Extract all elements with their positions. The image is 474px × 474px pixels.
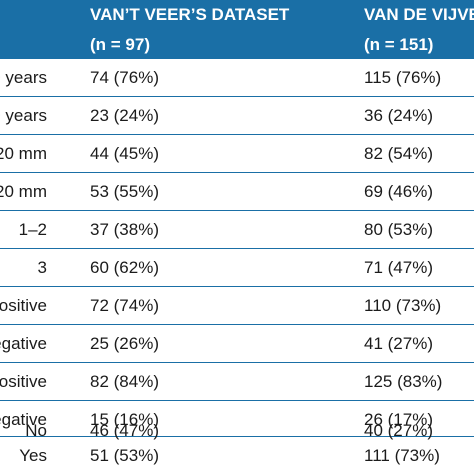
row-label: 3	[37, 258, 47, 277]
table-row: 3 60 (62%) 71 (47%)	[0, 249, 474, 286]
table-row: < 40 years 74 (76%) 115 (76%)	[0, 59, 474, 96]
van-de-vijver-value: 40 (27%)	[364, 421, 433, 440]
table-row: 1–2 37 (38%) 80 (53%)	[0, 211, 474, 248]
row-label: ER positive	[0, 296, 47, 315]
row-divider	[0, 248, 474, 249]
vant-veer-value: 60 (62%)	[90, 258, 159, 277]
table-header: VAN’T VEER’S DATASET (n = 97) VAN DE VIJ…	[0, 0, 474, 59]
van-de-vijver-value: 111 (73%)	[364, 446, 440, 465]
vant-veer-value: 82 (84%)	[90, 372, 159, 391]
table-row: ≥ 40 years 23 (24%) 36 (24%)	[0, 97, 474, 134]
row-divider	[0, 96, 474, 97]
row-divider	[0, 172, 474, 173]
table-row: ER negative 25 (26%) 41 (27%)	[0, 325, 474, 362]
row-label: < 40 years	[0, 68, 47, 87]
row-label: > 20 mm	[0, 182, 47, 201]
van-de-vijver-value: 110 (73%)	[364, 296, 442, 315]
row-divider	[0, 210, 474, 211]
van-de-vijver-value: 26 (17%)	[364, 410, 433, 429]
vant-veer-value: 44 (45%)	[90, 144, 159, 163]
header-vant-veer-count: (n = 97)	[90, 35, 150, 54]
van-de-vijver-value: 115 (76%)	[364, 68, 442, 87]
vant-veer-value: 23 (24%)	[90, 106, 159, 125]
header-vant-veer-title: VAN’T VEER’S DATASET	[90, 5, 290, 24]
row-label: Yes	[19, 446, 47, 465]
van-de-vijver-value: 69 (46%)	[364, 182, 433, 201]
row-label: ≥ 40 years	[0, 106, 47, 125]
van-de-vijver-value: 41 (27%)	[364, 334, 433, 353]
row-divider	[0, 286, 474, 287]
row-divider	[0, 362, 474, 363]
van-de-vijver-value: 80 (53%)	[364, 220, 433, 239]
row-divider	[0, 324, 474, 325]
vant-veer-value: 15 (16%)	[90, 410, 159, 429]
row-label: 1–2	[18, 220, 47, 239]
vant-veer-value: 74 (76%)	[90, 68, 159, 87]
row-divider	[0, 436, 474, 437]
table-row: ER positive 72 (74%) 110 (73%)	[0, 287, 474, 324]
table-row: PR positive 82 (84%) 125 (83%)	[0, 363, 474, 400]
van-de-vijver-value: 36 (24%)	[364, 106, 433, 125]
vant-veer-value: 51 (53%)	[90, 446, 159, 465]
vant-veer-value: 37 (38%)	[90, 220, 159, 239]
vant-veer-value: 53 (55%)	[90, 182, 159, 201]
row-divider	[0, 400, 474, 401]
header-van-de-vijver-title: VAN DE VIJVER’S DATASET	[364, 5, 474, 24]
row-label: No	[25, 421, 47, 440]
van-de-vijver-value: 71 (47%)	[364, 258, 433, 277]
vant-veer-value: 72 (74%)	[90, 296, 159, 315]
row-label: PR negative	[0, 410, 47, 429]
van-de-vijver-value: 82 (54%)	[364, 144, 433, 163]
table-row: PR negative 15 (16%) 26 (17%)	[0, 401, 474, 438]
van-de-vijver-value: 125 (83%)	[364, 372, 443, 391]
vant-veer-value: 25 (26%)	[90, 334, 159, 353]
row-label: ER negative	[0, 334, 47, 353]
vant-veer-value: 46 (47%)	[90, 421, 159, 440]
table-row: ≤ 20 mm 44 (45%) 82 (54%)	[0, 135, 474, 172]
table-row: > 20 mm 53 (55%) 69 (46%)	[0, 173, 474, 210]
table-row: No 46 (47%) 40 (27%)	[0, 412, 474, 449]
table-row: Yes 51 (53%) 111 (73%)	[0, 437, 474, 474]
row-label: ≤ 20 mm	[0, 144, 47, 163]
header-van-de-vijver-count: (n = 151)	[364, 35, 434, 54]
row-label: PR positive	[0, 372, 47, 391]
row-divider	[0, 134, 474, 135]
